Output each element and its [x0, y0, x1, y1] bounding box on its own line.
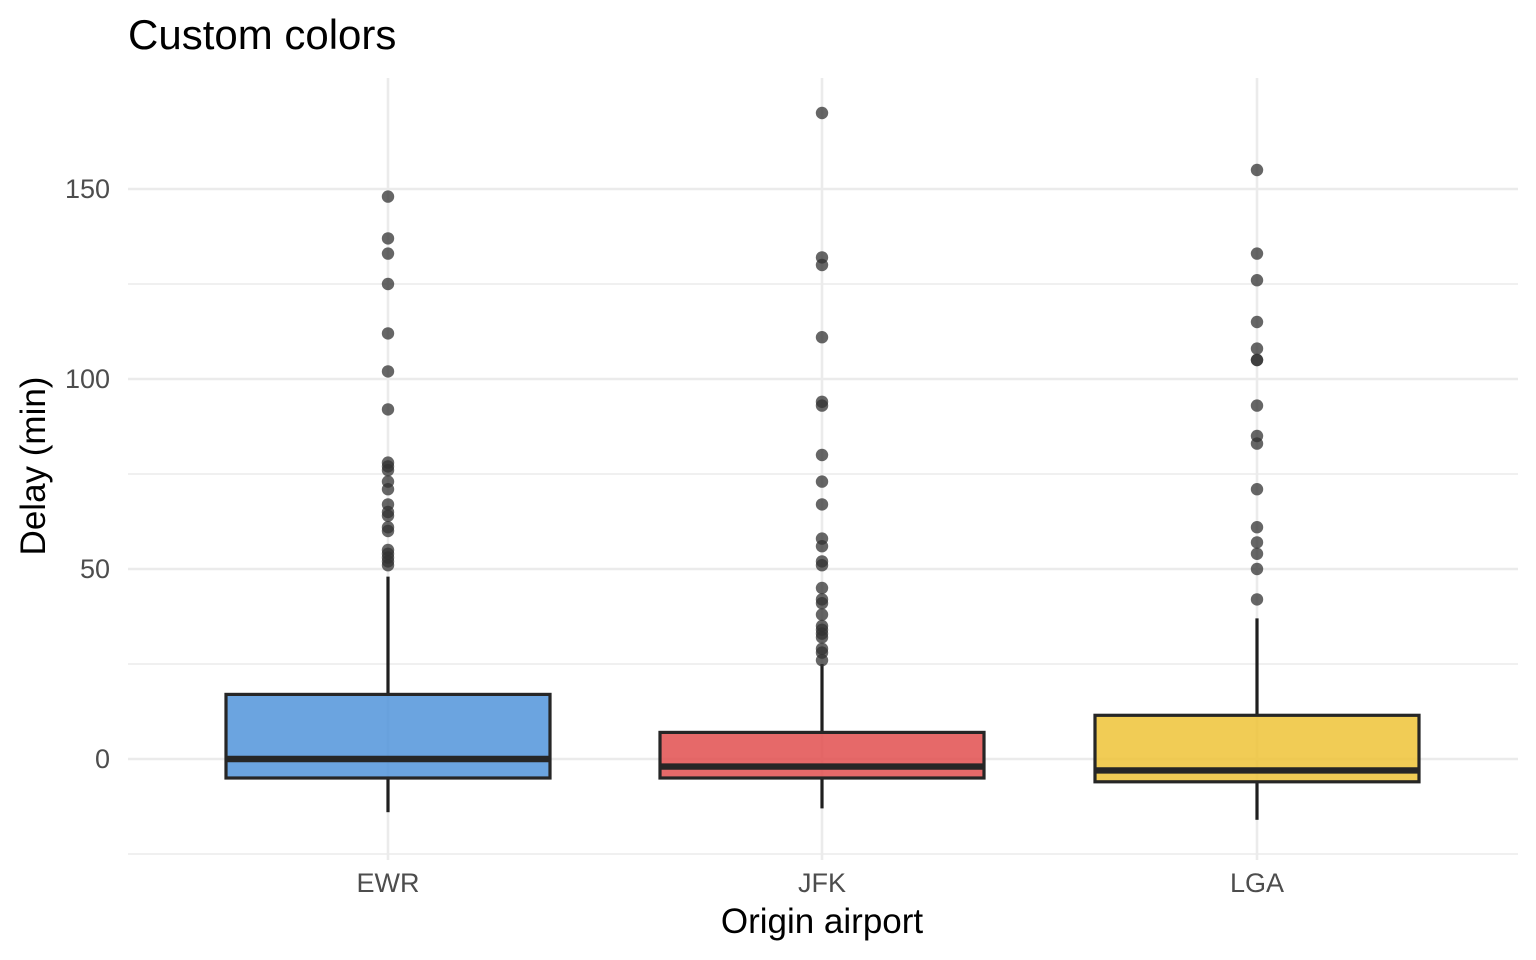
outlier-point	[1250, 247, 1264, 260]
y-tick-label: 150	[65, 174, 110, 204]
outlier-point	[381, 524, 395, 538]
outlier-point	[1250, 353, 1264, 367]
box-jfk	[658, 106, 986, 809]
outlier-point	[815, 258, 829, 272]
outlier-point	[381, 365, 395, 378]
outlier-point	[1250, 399, 1264, 412]
outlier-point	[815, 597, 829, 610]
outlier-point	[815, 631, 829, 644]
outlier-point	[1250, 274, 1264, 287]
outlier-point	[1250, 562, 1264, 576]
outlier-point	[1250, 342, 1264, 355]
outlier-point	[1250, 315, 1264, 329]
outlier-point	[381, 403, 395, 416]
outlier-point	[815, 475, 829, 488]
x-axis-title: Origin airport	[721, 902, 924, 941]
outlier-point	[815, 654, 829, 667]
outlier-point	[381, 483, 395, 496]
outlier-point	[815, 106, 829, 120]
box-body	[658, 730, 986, 780]
outlier-point	[381, 277, 395, 291]
x-tick-label: EWR	[357, 868, 420, 898]
x-axis-tick-labels: EWR JFK LGA	[357, 868, 1285, 898]
outlier-point	[381, 190, 395, 203]
outlier-point	[815, 399, 829, 412]
outlier-point	[815, 498, 829, 511]
y-tick-label: 100	[65, 364, 110, 394]
box-lga	[1093, 163, 1421, 820]
outlier-point	[815, 581, 829, 595]
outlier-point	[1250, 593, 1264, 606]
outlier-point	[1250, 536, 1264, 549]
outlier-point	[381, 464, 395, 477]
outlier-point	[815, 608, 829, 621]
outlier-point	[381, 559, 395, 572]
boxes	[224, 106, 1421, 820]
y-axis-tick-labels: 0 50 100 150	[65, 174, 110, 774]
box-body	[224, 692, 552, 780]
box-ewr	[224, 190, 552, 813]
outlier-point	[381, 232, 395, 245]
outlier-point	[1250, 483, 1264, 496]
outlier-point	[815, 331, 829, 344]
outlier-point	[815, 559, 829, 572]
y-axis-title: Delay (min)	[14, 377, 53, 556]
outlier-point	[1250, 521, 1264, 534]
outlier-point	[1250, 547, 1264, 560]
y-tick-label: 50	[80, 554, 110, 584]
outlier-point	[1250, 437, 1264, 450]
outlier-point	[381, 327, 395, 340]
x-tick-label: JFK	[798, 868, 846, 898]
outlier-point	[815, 540, 829, 553]
x-tick-label: LGA	[1230, 868, 1284, 898]
y-tick-label: 0	[95, 744, 110, 774]
chart-title: Custom colors	[128, 11, 396, 58]
outlier-point	[381, 509, 395, 522]
outlier-point	[381, 247, 395, 260]
outlier-point	[1250, 163, 1264, 177]
outlier-point	[815, 448, 829, 462]
